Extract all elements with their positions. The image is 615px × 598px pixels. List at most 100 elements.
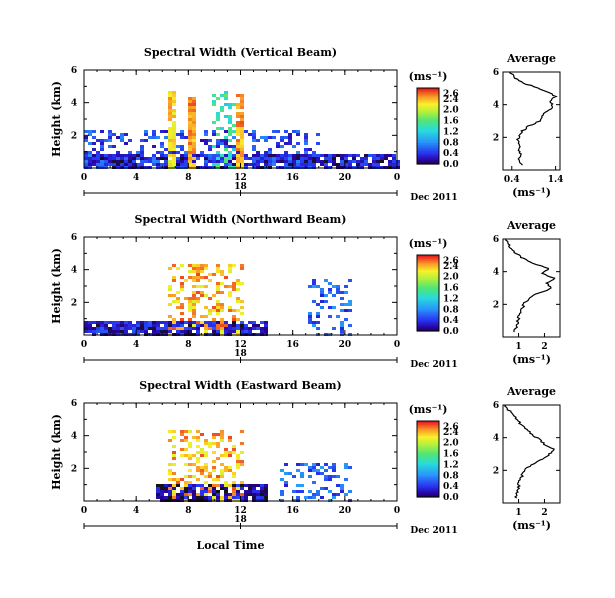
heatmap-cell [192, 276, 196, 279]
heatmap-cell [300, 484, 304, 487]
heatmap-cell [284, 130, 288, 133]
heatmap-cell [196, 297, 200, 300]
heatmap-cell [184, 157, 188, 160]
heatmap-cell [228, 103, 232, 106]
heatmap-cell [396, 163, 400, 166]
heatmap-cell [344, 285, 348, 288]
heatmap-cell [188, 130, 192, 133]
heatmap-cell [212, 133, 216, 136]
heatmap-cell [88, 157, 92, 160]
heatmap-cell [172, 478, 176, 481]
heatmap-cell [188, 300, 192, 303]
heatmap-cell [264, 151, 268, 154]
heatmap-cell [316, 490, 320, 493]
heatmap-cell [160, 157, 164, 160]
heatmap-cell [208, 312, 212, 315]
heatmap-cell [304, 154, 308, 157]
heatmap-cell [224, 160, 228, 163]
heatmap-cell [112, 145, 116, 148]
heatmap-cell [188, 133, 192, 136]
heatmap-cell [308, 469, 312, 472]
heatmap-cell [236, 127, 240, 130]
heatmap-cell [120, 139, 124, 142]
heatmap-cell [204, 490, 208, 493]
heatmap-cell [212, 466, 216, 469]
heatmap-cell [156, 321, 160, 324]
colorbar-label: 0.4 [443, 316, 459, 326]
heatmap-cell [364, 160, 368, 163]
heatmap-cell [324, 160, 328, 163]
heatmap-cell [168, 109, 172, 112]
heatmap-cell [172, 445, 176, 448]
heatmap-cell [196, 157, 200, 160]
heatmap-cell [244, 324, 248, 327]
heatmap-cell [308, 285, 312, 288]
heatmap-cell [160, 154, 164, 157]
x-tick-label: 8 [185, 173, 191, 183]
heatmap-cell [172, 121, 176, 124]
heatmap-cell [220, 94, 224, 97]
heatmap-cell [188, 136, 192, 139]
heatmap-cell [316, 154, 320, 157]
heatmap-cell [208, 487, 212, 490]
heatmap-cell [96, 324, 100, 327]
heatmap-cell [304, 151, 308, 154]
heatmap-cell [176, 291, 180, 294]
heatmap-cell [192, 130, 196, 133]
heatmap-cell [240, 100, 244, 103]
heatmap-cell [224, 493, 228, 496]
heatmap-cell [268, 154, 272, 157]
heatmap-cell [300, 463, 304, 466]
colorbar-swatch [417, 105, 439, 108]
colorbar-swatch [417, 264, 439, 267]
colorbar-swatch [417, 436, 439, 439]
heatmap-cell [232, 163, 236, 166]
x-tick-label: 20 [339, 506, 352, 516]
heatmap-cell [92, 163, 96, 166]
colorbar-swatch [417, 487, 439, 490]
heatmap-cell [216, 151, 220, 154]
colorbar-swatch [417, 424, 439, 428]
heatmap-cell [236, 103, 240, 106]
heatmap-cell [308, 490, 312, 493]
heatmap-cell [140, 151, 144, 154]
heatmap-cell [264, 324, 268, 327]
heatmap-cell [108, 133, 112, 136]
heatmap-cell [108, 327, 112, 330]
colorbar [417, 421, 439, 498]
heatmap-cell [160, 151, 164, 154]
colorbar-swatch [417, 260, 439, 264]
heatmap-cell [176, 478, 180, 481]
heatmap-cell [212, 318, 216, 321]
heatmap-cell [240, 94, 244, 97]
heatmap-cell [344, 157, 348, 160]
heatmap-cell [236, 288, 240, 291]
heatmap-cell [180, 439, 184, 442]
heatmap-cell [240, 496, 244, 499]
heatmap-cell [308, 321, 312, 324]
heatmap-cell [140, 321, 144, 324]
heatmap-cell [272, 163, 276, 166]
colorbar-swatch [417, 156, 439, 159]
heatmap-cell [200, 321, 204, 324]
heatmap-cell [336, 163, 340, 166]
heatmap-cell [200, 469, 204, 472]
heatmap-cell [168, 154, 172, 157]
heatmap-cell [180, 312, 184, 315]
heatmap-cell [292, 145, 296, 148]
heatmap-cell [216, 457, 220, 460]
heatmap-cell [180, 264, 184, 267]
heatmap-cell [296, 484, 300, 487]
heatmap-cell [112, 157, 116, 160]
heatmap-cell [164, 136, 168, 139]
colorbar-swatch [417, 101, 439, 104]
heatmap-cell [196, 279, 200, 282]
heatmap-cell [288, 160, 292, 163]
heatmap-cell [232, 484, 236, 487]
heatmap-cell [216, 490, 220, 493]
heatmap-cell [164, 496, 168, 499]
heatmap-cell [184, 448, 188, 451]
heatmap-cell [204, 267, 208, 270]
heatmap-cell [348, 279, 352, 282]
heatmap-cell [192, 294, 196, 297]
